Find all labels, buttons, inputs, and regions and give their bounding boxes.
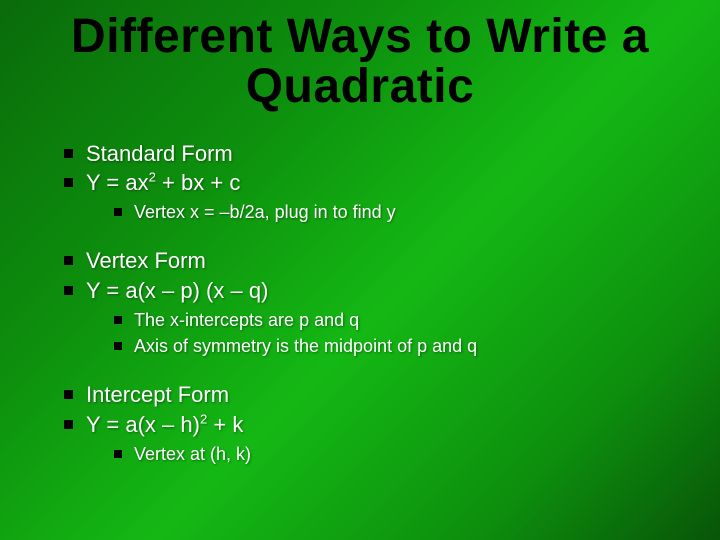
bullet-group-standard: Standard Form Y = ax2 + bx + c Vertex x … [30,139,690,225]
bullet-lvl1: Intercept Form [30,380,690,410]
bullet-lvl1: Vertex Form [30,246,690,276]
bullet-lvl1: Y = ax2 + bx + c [30,168,690,198]
bullet-lvl1: Y = a(x – h)2 + k [30,410,690,440]
bullet-group-intercept: Intercept Form Y = a(x – h)2 + k Vertex … [30,380,690,466]
bullet-lvl2: Axis of symmetry is the midpoint of p an… [30,334,690,358]
bullet-lvl1: Standard Form [30,139,690,169]
bullet-lvl2: Vertex x = –b/2a, plug in to find y [30,200,690,224]
bullet-lvl2: Vertex at (h, k) [30,442,690,466]
bullet-lvl1: Y = a(x – p) (x – q) [30,276,690,306]
slide: Different Ways to Write a Quadratic Stan… [0,0,720,540]
bullet-group-vertex: Vertex Form Y = a(x – p) (x – q) The x-i… [30,246,690,358]
slide-title: Different Ways to Write a Quadratic [30,12,690,113]
bullet-lvl2: The x-intercepts are p and q [30,308,690,332]
